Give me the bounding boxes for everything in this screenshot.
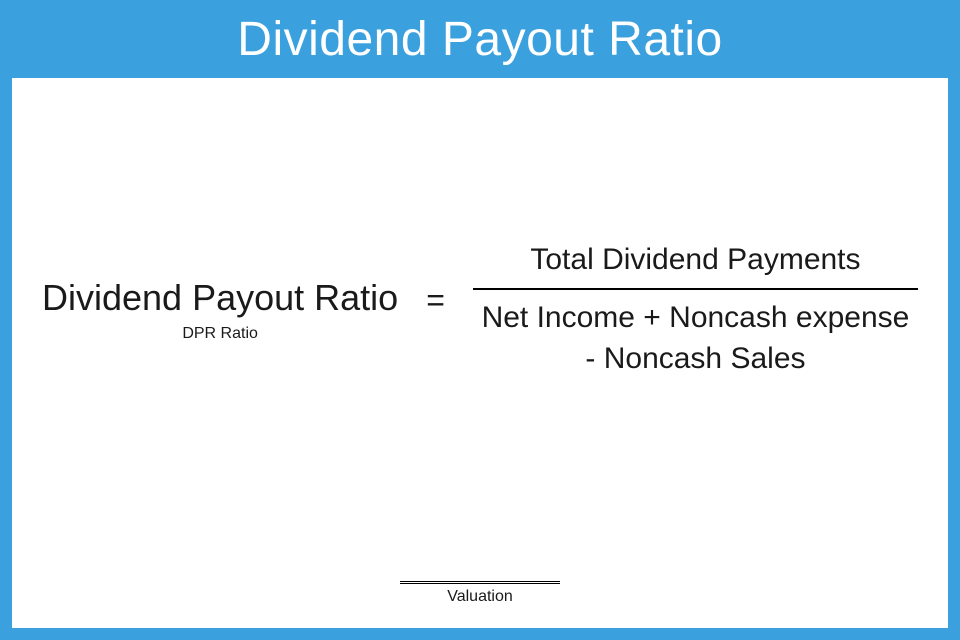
page-title: Dividend Payout Ratio (237, 12, 722, 67)
formula-fraction: Total Dividend Payments Net Income + Non… (473, 232, 918, 388)
equals-sign: = (426, 282, 445, 319)
footer-label: Valuation (447, 588, 513, 606)
formula-lhs: Dividend Payout Ratio DPR Ratio (42, 277, 398, 343)
content-panel: Dividend Payout Ratio DPR Ratio = Total … (12, 78, 948, 628)
outer-frame: Dividend Payout Ratio Dividend Payout Ra… (0, 0, 960, 640)
lhs-sub-text: DPR Ratio (182, 325, 258, 343)
footer-inner: Valuation (400, 581, 560, 606)
fraction-denominator: Net Income + Noncash expense - Noncash S… (473, 290, 918, 387)
lhs-main-text: Dividend Payout Ratio (42, 277, 398, 319)
footer: Valuation (12, 581, 948, 628)
fraction-numerator: Total Dividend Payments (524, 232, 866, 289)
header-bar: Dividend Payout Ratio (12, 0, 948, 78)
formula-row: Dividend Payout Ratio DPR Ratio = Total … (12, 78, 948, 581)
footer-rule (400, 581, 560, 584)
